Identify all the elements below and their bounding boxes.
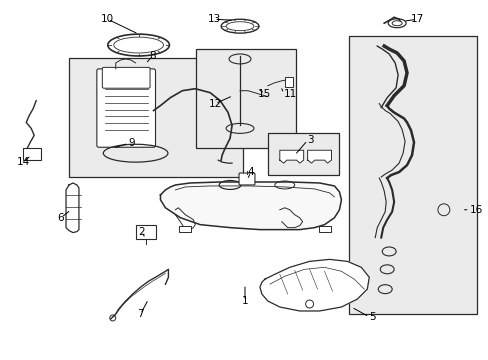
Text: 17: 17	[409, 14, 423, 24]
Text: 10: 10	[101, 14, 114, 24]
Bar	[284, 77, 292, 87]
Polygon shape	[260, 260, 368, 311]
Text: 16: 16	[469, 205, 482, 215]
Text: 4: 4	[247, 167, 254, 177]
Bar	[267, 133, 339, 175]
FancyBboxPatch shape	[239, 173, 254, 185]
Text: 6: 6	[58, 213, 64, 223]
Ellipse shape	[391, 21, 401, 26]
Text: 9: 9	[128, 138, 135, 148]
Bar	[23, 148, 41, 160]
Text: 2: 2	[138, 226, 144, 237]
FancyBboxPatch shape	[102, 67, 150, 88]
Text: 7: 7	[137, 309, 143, 319]
Polygon shape	[160, 182, 341, 230]
Polygon shape	[307, 150, 331, 163]
Bar	[179, 226, 191, 231]
Text: 14: 14	[17, 157, 30, 167]
Bar	[69, 58, 243, 177]
Bar	[135, 225, 155, 239]
Bar	[318, 226, 330, 231]
Bar	[196, 49, 295, 148]
Polygon shape	[111, 269, 168, 319]
Polygon shape	[66, 183, 79, 233]
Text: 11: 11	[283, 89, 296, 99]
Text: 13: 13	[207, 14, 221, 24]
Text: 8: 8	[149, 51, 156, 61]
Text: 12: 12	[208, 99, 222, 109]
Text: 3: 3	[307, 135, 314, 145]
Text: 1: 1	[241, 296, 248, 306]
Text: 15: 15	[258, 89, 271, 99]
Polygon shape	[279, 150, 303, 163]
Text: 5: 5	[368, 312, 375, 322]
Bar	[349, 36, 476, 314]
FancyBboxPatch shape	[97, 69, 155, 147]
